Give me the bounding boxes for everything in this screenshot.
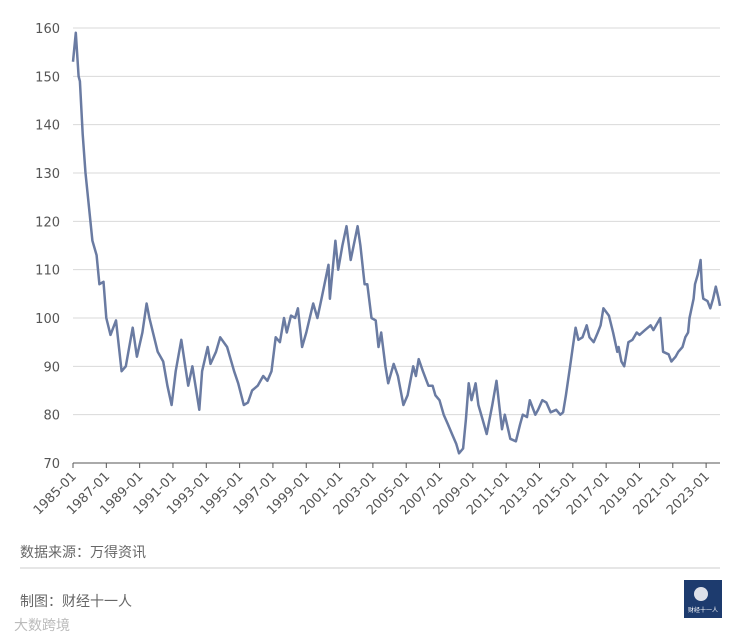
logo-text: 财经十一人: [688, 606, 718, 614]
data-line: [71, 31, 722, 455]
y-tick-label: 160: [35, 22, 60, 37]
y-tick-label: 140: [35, 119, 60, 134]
y-tick-label: 100: [35, 312, 60, 327]
y-tick-label: 90: [43, 360, 60, 375]
y-tick-label: 110: [35, 264, 60, 279]
y-tick-label: 150: [35, 70, 60, 85]
watermark: 大数跨境: [14, 618, 70, 634]
y-tick-label: 130: [35, 167, 60, 182]
credit-note: 制图：财经十一人: [20, 594, 132, 610]
source-note: 数据来源：万得资讯: [20, 544, 146, 561]
y-tick-label: 80: [43, 409, 60, 424]
y-tick-label: 120: [35, 215, 60, 230]
logo-globe: [694, 587, 708, 601]
y-tick-label: 70: [43, 457, 60, 472]
